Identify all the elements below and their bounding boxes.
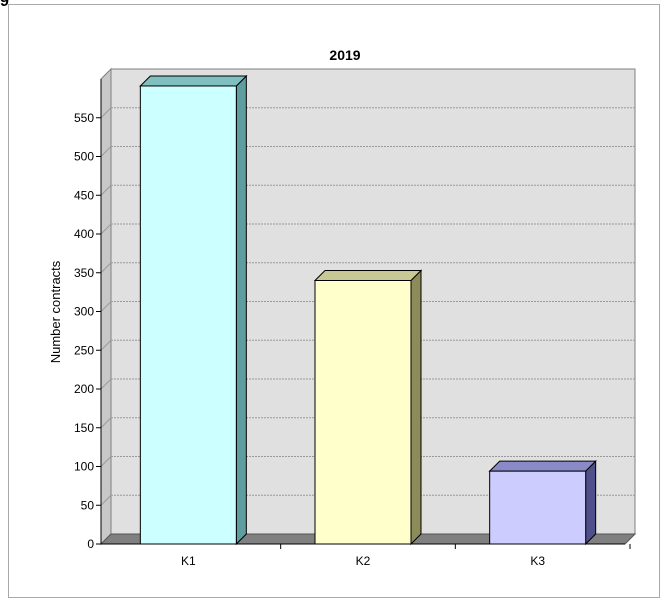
gridline-side [100,378,112,390]
y-axis-title: Number contracts [48,260,63,363]
bar-side-k2 [410,269,422,546]
bar-top-k3 [488,460,597,472]
y-tick-label: 400 [74,227,94,241]
y-tick-label: 0 [87,537,94,551]
gridline-side [100,456,112,467]
x-tick-label: K3 [530,554,545,568]
y-tick-label: 300 [74,305,94,319]
bar-k2 [314,280,412,545]
plot-area: 0 50 100 150 200 250 300 350 400 450 500 550 K1 K2 K3 [74,67,637,568]
gridline-side [100,339,112,351]
y-tick-label: 250 [74,343,94,357]
gridline-side [100,494,112,506]
gridline-side [100,417,112,429]
y-tick-label: 200 [74,382,94,396]
gridline-side [100,301,112,312]
gridline-side [100,146,112,157]
bar-side-k1 [235,74,247,546]
y-tick-label: 450 [74,188,94,202]
y-tick-label: 500 [74,150,94,164]
gridline-side [100,262,112,274]
y-tick-label: 100 [74,460,94,474]
x-tick-label: K1 [181,554,196,568]
gridline-side [100,184,112,196]
bar-top-k1 [139,75,248,87]
x-tick-label: K2 [356,554,371,568]
y-tick-label: 550 [74,111,94,125]
corner-mark: 9 [0,0,9,10]
bar-side-k3 [585,459,597,546]
bar-k1 [139,85,237,545]
gridline-side [100,223,112,235]
gridline-side [100,107,112,119]
bar-k3 [489,470,587,545]
bar-top-k2 [313,270,423,281]
chart-title: 2019 [329,47,360,63]
y-tick-label: 150 [74,421,94,435]
y-tick-label: 50 [81,498,95,512]
y-tick-label: 350 [74,266,94,280]
